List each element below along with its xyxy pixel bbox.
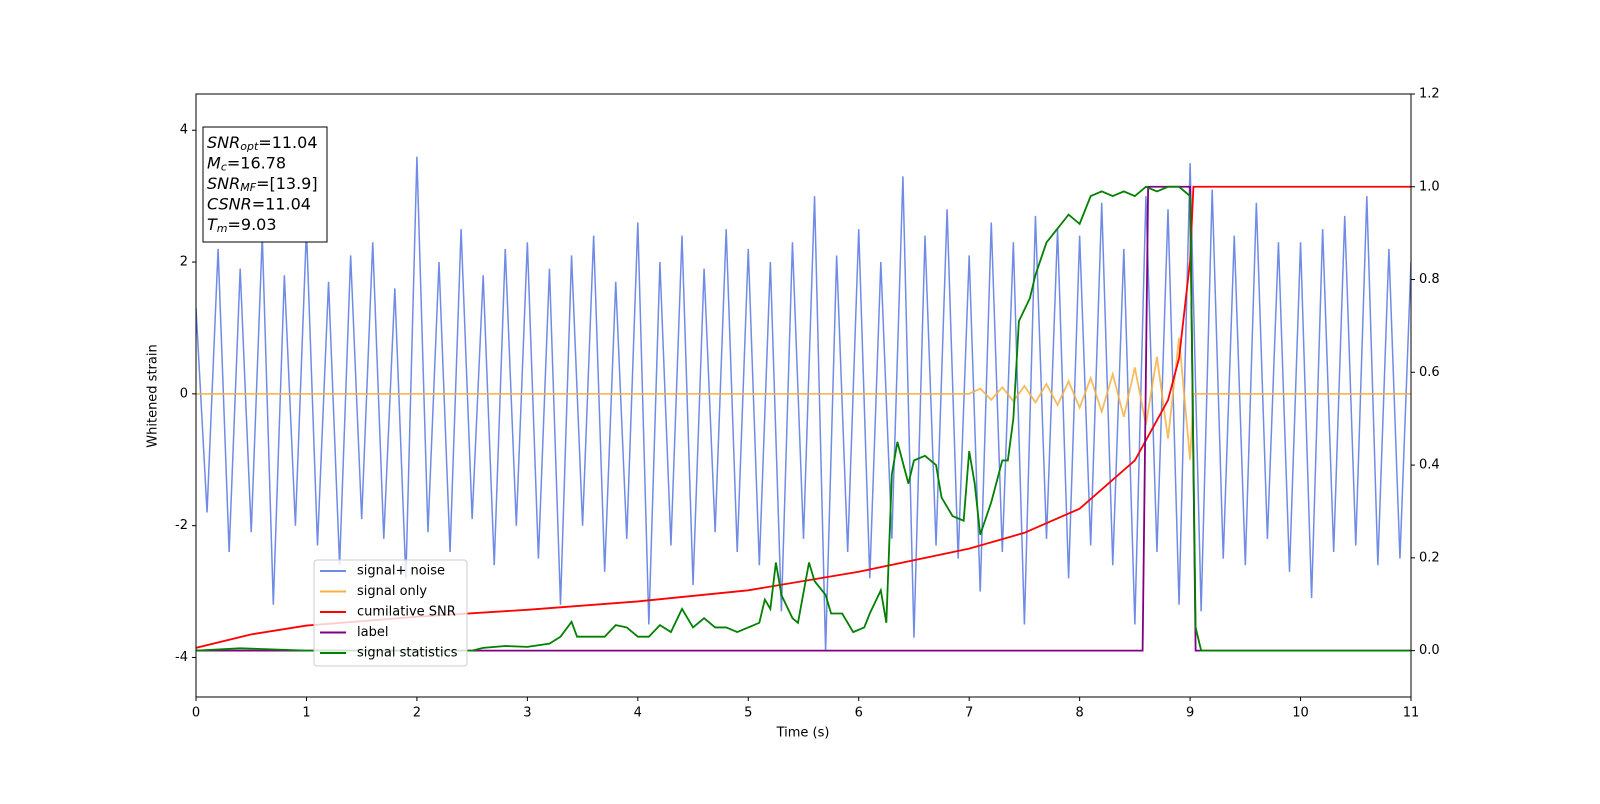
legend-frame: [313, 559, 468, 667]
series-line: [196, 185, 1411, 652]
x-tick-label: 7: [965, 706, 973, 721]
legend: signal+ noise signal only cumilative SNR la…: [313, 559, 468, 667]
annotation-value: =9.03: [228, 215, 277, 234]
annotation-subscript: c: [221, 161, 227, 174]
y-tick-label: 2: [180, 255, 188, 270]
plot-frame: [195, 93, 1412, 698]
annotation-line: CSNR=11.04: [207, 194, 311, 213]
y2-tick-label: 0.4: [1419, 458, 1440, 473]
series-line: [196, 337, 1411, 460]
annotation-subscript: MF: [240, 181, 256, 194]
annotation-value: =16.78: [227, 153, 286, 172]
x-tick-label: 4: [634, 706, 642, 721]
annotation-frame: [202, 126, 328, 243]
y-tick-label: -2: [175, 518, 188, 533]
legend-label: signal statistics: [357, 646, 458, 661]
legend-label: signal only: [357, 584, 427, 599]
x-tick-label: 11: [1403, 706, 1420, 721]
x-tick-label: 10: [1292, 706, 1309, 721]
annotation-box: SNRopt=11.04Mc=16.78SNRMF=[13.9]CSNR=11.…: [202, 126, 328, 243]
y2-tick-label: 1.0: [1419, 179, 1440, 194]
x-tick-label: 2: [413, 706, 421, 721]
y-tick-label: 4: [180, 123, 188, 138]
y2-tick-label: 1.2: [1419, 87, 1440, 102]
y-tick-label: -4: [175, 650, 188, 665]
annotation-symbol: T: [207, 215, 218, 234]
x-tick-label: 6: [855, 706, 863, 721]
y2-tick-label: 0.8: [1419, 272, 1440, 287]
annotation-symbol: M: [207, 153, 221, 172]
y2-tick-label: 0.6: [1419, 365, 1440, 380]
y2-tick-label: 0.2: [1419, 550, 1440, 565]
annotation-line: SNRMF=[13.9]: [207, 174, 318, 195]
series-line: [196, 156, 1411, 651]
x-tick-label: 1: [302, 706, 310, 721]
legend-label: label: [357, 625, 388, 640]
x-tick-label: 9: [1186, 706, 1194, 721]
x-tick-label: 5: [744, 706, 752, 721]
annotation-symbol: SNR: [207, 133, 240, 152]
annotation-line: Tm=9.03: [207, 215, 277, 236]
x-axis-label: Time (s): [776, 726, 830, 741]
y-tick-label: 0: [180, 386, 188, 401]
annotation-subscript: m: [217, 222, 228, 235]
y2-tick-label: 0.0: [1419, 643, 1440, 658]
annotation-line: SNRopt=11.04: [207, 133, 318, 154]
x-tick-label: 3: [523, 706, 531, 721]
x-tick-label: 8: [1075, 706, 1083, 721]
legend-label: cumilative SNR: [357, 605, 456, 620]
annotation-line: Mc=16.78: [207, 153, 286, 174]
y-axis-label: Whitened strain: [146, 344, 161, 447]
annotation-subscript: opt: [240, 140, 259, 153]
annotation-value: =11.04: [258, 133, 317, 152]
annotation-value: =[13.9]: [256, 174, 318, 193]
annotation-symbol: SNR: [207, 174, 240, 193]
annotation-value: =11.04: [252, 194, 311, 213]
annotation-symbol: CSNR: [207, 194, 252, 213]
legend-label: signal+ noise: [357, 564, 445, 579]
x-tick-label: 0: [192, 706, 200, 721]
